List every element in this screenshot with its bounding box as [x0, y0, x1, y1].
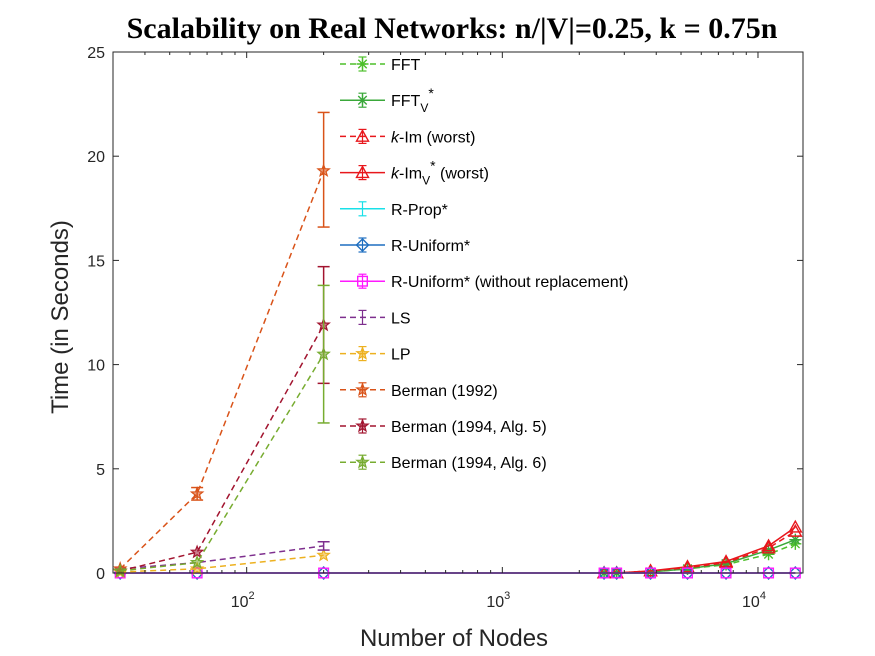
data-point: [316, 547, 331, 562]
data-point: [788, 566, 803, 580]
series-line: [120, 324, 325, 572]
error-bar: [317, 111, 330, 228]
data-point: [190, 566, 205, 580]
legend-item: k-ImV* (worst): [340, 158, 489, 188]
series-10: [112, 317, 331, 578]
data-point: [609, 566, 624, 580]
data-point: [761, 538, 776, 552]
data-point: [788, 519, 803, 533]
legend-item: R-Uniform*: [340, 237, 470, 255]
legend-item: k-Im (worst): [340, 128, 475, 146]
data-point: [761, 566, 776, 580]
legend-label: Berman (1994, Alg. 6): [391, 455, 547, 472]
legend-marker: [356, 94, 369, 107]
legend-marker: [356, 58, 369, 70]
legend-label: FFTV*: [391, 85, 434, 115]
legend-label: Berman (1992): [391, 383, 498, 400]
x-tick-label: 104: [742, 590, 766, 611]
series-line: [120, 545, 324, 570]
y-tick-label: 20: [87, 149, 105, 166]
legend-marker: [355, 382, 370, 397]
legend-item: FFTV*: [340, 85, 434, 115]
legend-label: R-Prop*: [391, 202, 448, 219]
data-point: [643, 566, 658, 580]
data-point: [789, 533, 802, 546]
x-tick-label: 102: [231, 590, 255, 611]
error-bar: [317, 540, 330, 551]
y-tick-label: 25: [87, 45, 105, 62]
legend-marker: [355, 345, 370, 360]
data-point: [719, 566, 734, 580]
legend-label: LS: [391, 310, 411, 327]
legend-marker: [355, 238, 370, 252]
y-tick-label: 0: [96, 566, 105, 583]
legend-marker: [355, 418, 370, 433]
data-point: [720, 557, 733, 570]
y-axis-label: Time (in Seconds): [47, 220, 74, 414]
legend-marker: [355, 165, 370, 179]
legend-item: R-Prop*: [340, 201, 448, 219]
legend-label: k-Im (worst): [391, 129, 475, 146]
legend-label: LP: [391, 347, 411, 364]
data-point: [680, 566, 695, 580]
y-tick-label: 5: [96, 462, 105, 479]
error-bar: [317, 284, 330, 424]
legend-marker: [357, 275, 369, 287]
error-bar: [191, 486, 204, 501]
legend-item: Berman (1992): [340, 382, 498, 400]
x-axis-label: Number of Nodes: [360, 625, 548, 652]
data-point: [316, 566, 331, 580]
series-7: [120, 545, 324, 570]
series-line: [120, 554, 324, 573]
data-point: [189, 544, 205, 559]
legend-item: LP: [340, 345, 411, 364]
legend-item: FFT: [340, 56, 421, 74]
legend-item: R-Uniform* (without replacement): [340, 273, 628, 291]
axes: 0 5 10 15 20 25 102 103 104: [87, 45, 804, 611]
legend-label: FFT: [391, 57, 421, 74]
legend: FFT FFTV* k-Im (worst) k-ImV* (worst) R-Pr…: [340, 56, 628, 472]
series-11: [112, 346, 331, 578]
data-point: [788, 523, 803, 537]
legend-item: Berman (1994, Alg. 5): [340, 418, 547, 436]
series-line: [120, 353, 325, 572]
x-tick-label: 103: [486, 590, 510, 611]
data-point: [597, 566, 612, 580]
y-tick-label: 15: [87, 253, 105, 270]
legend-label: k-ImV* (worst): [391, 158, 489, 188]
legend-item: LS: [340, 309, 411, 327]
data-point: [680, 559, 695, 573]
data-point: [189, 561, 205, 576]
data-point: [644, 565, 657, 578]
legend-label: R-Uniform* (without replacement): [391, 274, 628, 291]
chart-title: Scalability on Real Networks: n/|V|=0.25…: [127, 12, 778, 45]
legend-marker: [355, 128, 370, 142]
legend-item: Berman (1994, Alg. 6): [340, 454, 547, 472]
series-9: [112, 163, 331, 576]
legend-marker: [355, 454, 370, 469]
legend-label: Berman (1994, Alg. 5): [391, 419, 547, 436]
y-tick-label: 10: [87, 358, 105, 375]
legend-label: R-Uniform*: [391, 238, 470, 255]
data-point: [189, 554, 205, 569]
series-line: [119, 170, 325, 570]
axes-box: [112, 51, 804, 574]
